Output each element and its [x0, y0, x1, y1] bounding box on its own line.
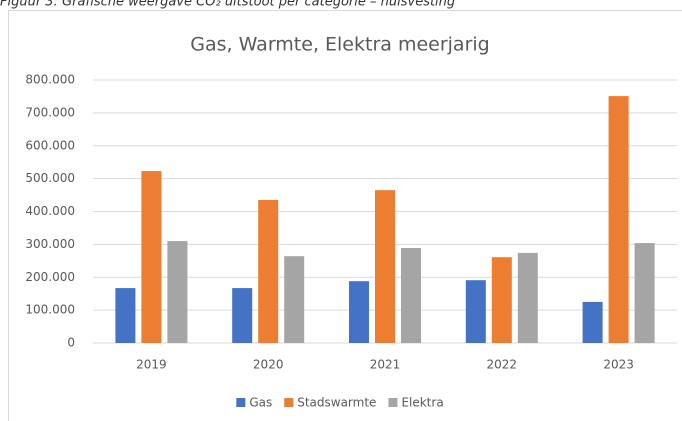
bar: [517, 252, 538, 343]
bar: [634, 243, 655, 343]
bar: [465, 280, 486, 343]
bar: [141, 171, 162, 343]
y-tick-label: 700.000: [25, 105, 75, 119]
y-tick-label: 0: [67, 336, 75, 350]
chart-title: Gas, Warmte, Elektra meerjarig: [190, 34, 489, 56]
legend-label: Elektra: [401, 396, 443, 410]
bar: [115, 288, 136, 343]
bar: [582, 301, 603, 343]
legend-swatch: [284, 398, 294, 407]
legend-swatch: [388, 398, 398, 407]
bar: [349, 281, 369, 343]
y-tick-label: 300.000: [25, 237, 75, 251]
bar: [167, 241, 188, 343]
bar: [284, 256, 305, 343]
x-tick-label: 2023: [603, 358, 634, 372]
y-tick-label: 400.000: [25, 204, 75, 218]
bar: [401, 247, 421, 343]
legend-label: Stadswarmte: [297, 396, 376, 410]
legend-label: Gas: [249, 396, 272, 410]
bar: [375, 190, 395, 343]
x-tick-label: 2021: [370, 358, 401, 372]
y-tick-label: 600.000: [25, 138, 75, 152]
bar: [491, 257, 512, 343]
y-tick-label: 200.000: [25, 270, 75, 284]
caption: Figuur 3: Grafische weergave CO₂ uitstoo…: [0, 0, 455, 10]
x-tick-label: 2020: [253, 358, 284, 372]
y-tick-label: 500.000: [25, 171, 75, 185]
legend-swatch: [236, 398, 246, 407]
bar: [258, 199, 279, 343]
x-tick-label: 2019: [136, 358, 167, 372]
chart-frame: [8, 10, 682, 421]
x-tick-label: 2022: [487, 358, 518, 372]
bar: [608, 96, 629, 343]
y-tick-label: 800.000: [25, 73, 75, 87]
y-tick-label: 100.000: [25, 303, 75, 317]
bar: [232, 288, 253, 343]
